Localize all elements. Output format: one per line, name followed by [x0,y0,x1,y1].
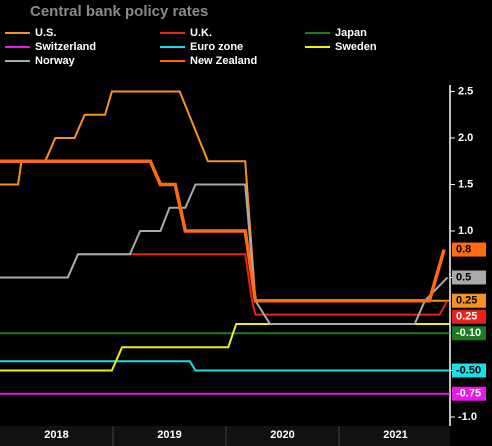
legend-label: Euro zone [190,41,243,53]
end-label: -0.10 [456,327,481,339]
y-tick-label: -1.0 [458,411,477,423]
end-label-box [452,270,486,285]
y-tick-label: 2.5 [458,85,473,97]
end-label: 0.5 [456,271,471,283]
legend-label: U.K. [190,27,212,39]
x-tick-label: 2018 [44,429,68,441]
chart-title: Central bank policy rates [30,3,208,20]
series-line [0,360,450,372]
end-label: 0.25 [456,311,477,323]
end-label: -0.50 [456,364,481,376]
x-tick-label: 2021 [383,429,407,441]
end-label-box [452,326,486,341]
end-label-box [452,242,486,257]
y-tick-label: 1.5 [458,178,473,190]
end-label-box [452,386,486,401]
y-tick-label: 2.0 [458,132,473,144]
legend-label: Japan [335,27,367,39]
end-label-box [452,293,486,308]
legend-label: New Zealand [190,55,257,67]
end-label-box [452,363,486,378]
x-tick-label: 2019 [157,429,181,441]
end-label: -0.75 [456,388,481,400]
series-line [0,159,446,303]
end-label-box [452,309,486,324]
y-tick-label: 1.0 [458,225,473,237]
legend-label: Switzerland [35,41,96,53]
end-label: 0.25 [456,295,477,307]
end-label: 0.8 [456,243,471,255]
series-line [0,183,449,325]
x-tick-label: 2020 [270,429,294,441]
legend-label: Sweden [335,41,377,53]
legend-label: U.S. [35,27,56,39]
legend-label: Norway [35,55,76,67]
